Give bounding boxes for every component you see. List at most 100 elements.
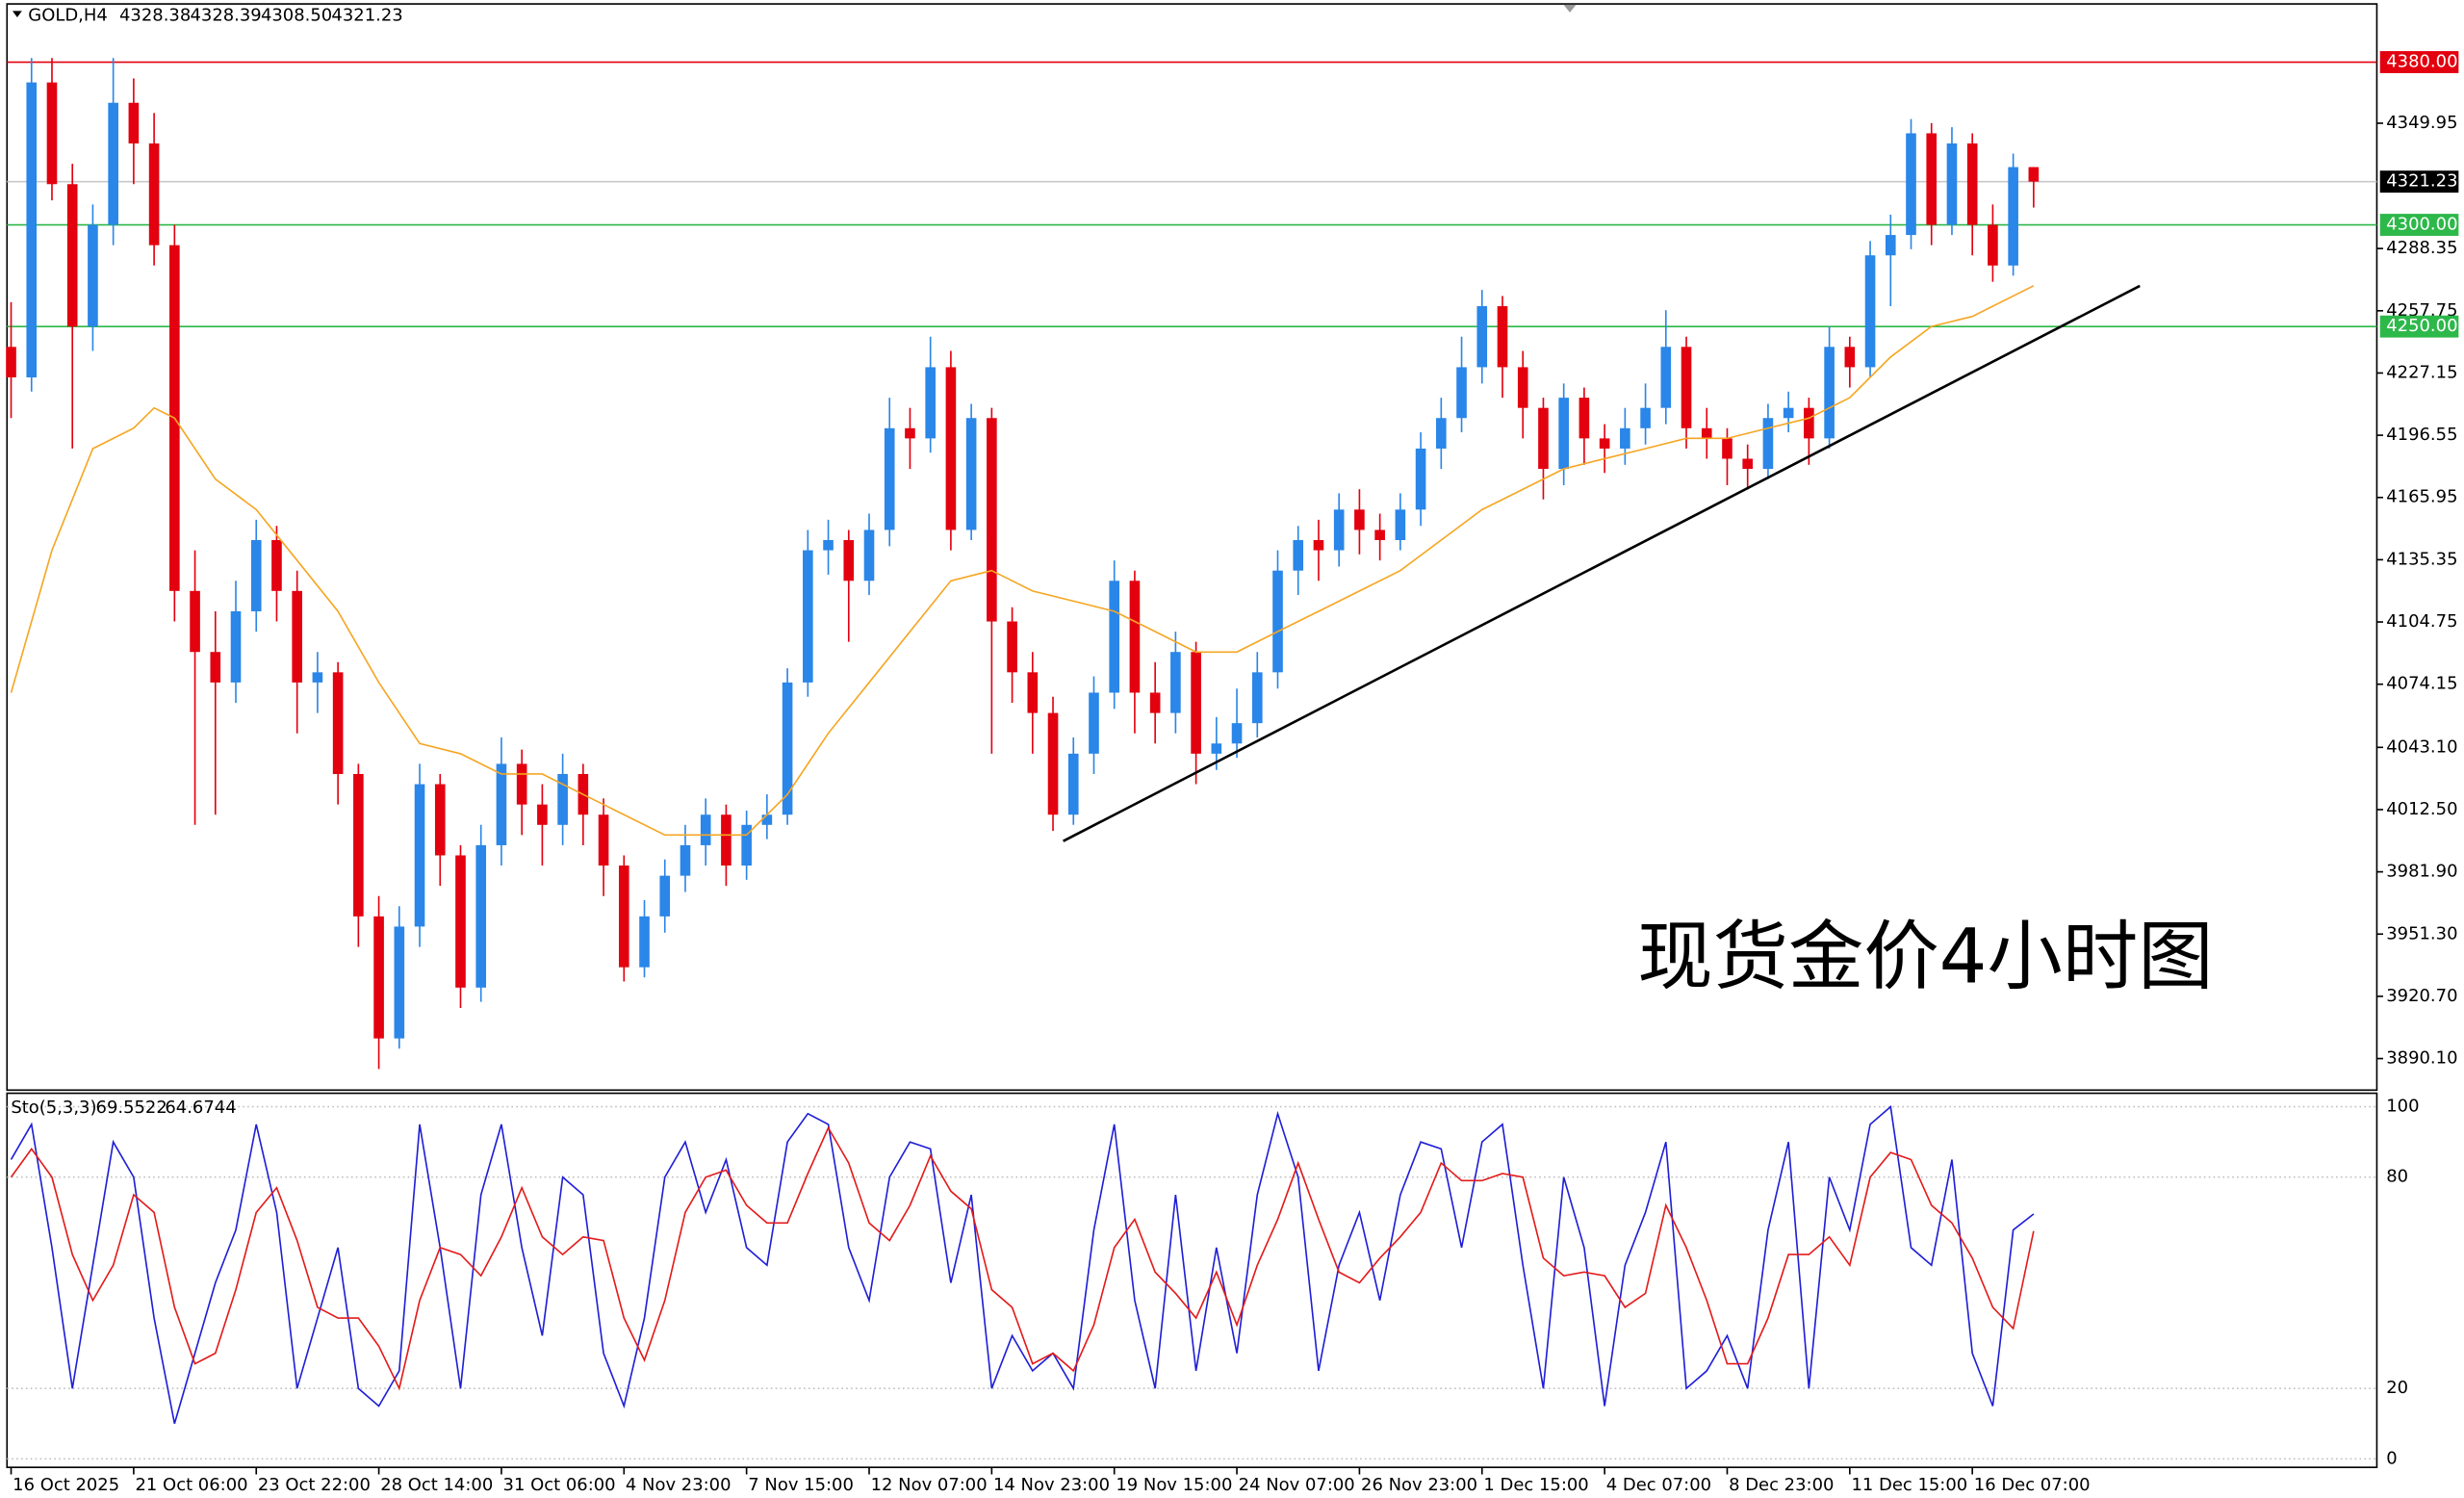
y-tick-label: 4288.35 bbox=[2386, 238, 2457, 258]
x-tick-label: 4 Nov 23:00 bbox=[626, 1475, 732, 1495]
candle-body bbox=[1844, 347, 1856, 368]
candle-body bbox=[1681, 347, 1692, 428]
candle-body bbox=[1988, 224, 1998, 266]
y-tick-label: 4227.15 bbox=[2386, 362, 2457, 382]
x-tick-label: 11 Dec 15:00 bbox=[1851, 1475, 1967, 1495]
candle-body bbox=[1354, 509, 1365, 530]
candle-body bbox=[721, 814, 732, 866]
ohlc-value: 4328.38 bbox=[119, 5, 191, 25]
background bbox=[3, 0, 2461, 1498]
y-tick-label: 3890.10 bbox=[2386, 1048, 2457, 1069]
candle-body bbox=[680, 844, 691, 876]
candle-body bbox=[1129, 581, 1141, 693]
candle-body bbox=[26, 82, 38, 377]
candle-body bbox=[1293, 540, 1304, 571]
candle-body bbox=[1926, 133, 1938, 225]
candle-body bbox=[1701, 427, 1712, 439]
candle-body bbox=[1149, 692, 1161, 713]
y-tick-label: 0 bbox=[2386, 1448, 2397, 1468]
price-level-badge bbox=[2379, 170, 2459, 194]
candle-body bbox=[1517, 367, 1528, 408]
candle-body bbox=[925, 367, 936, 439]
candle-body bbox=[884, 427, 895, 530]
candle-body bbox=[1089, 692, 1099, 754]
candle-body bbox=[1640, 407, 1651, 428]
x-tick-label: 23 Oct 22:00 bbox=[258, 1475, 371, 1495]
candle-body bbox=[1885, 235, 1896, 256]
ohlc-value: 4321.23 bbox=[331, 5, 402, 25]
candle-body bbox=[1620, 427, 1630, 449]
indicator-value: 69.5522 bbox=[96, 1098, 167, 1118]
candle-body bbox=[1946, 143, 1958, 225]
y-tick-label: 4012.50 bbox=[2386, 799, 2457, 819]
candle-body bbox=[1047, 712, 1059, 815]
price-level-badge bbox=[2379, 51, 2459, 73]
candle-body bbox=[905, 427, 915, 439]
x-tick-label: 12 Nov 07:00 bbox=[871, 1475, 988, 1495]
candle-body bbox=[434, 784, 446, 856]
candle-body bbox=[353, 773, 364, 917]
candle-body bbox=[190, 590, 200, 653]
candle-body bbox=[1966, 143, 1978, 225]
symbol-title: GOLD,H4 bbox=[28, 5, 108, 25]
candle-body bbox=[1333, 509, 1345, 551]
x-tick-label: 16 Dec 07:00 bbox=[1974, 1475, 2091, 1495]
price-level-label: 4250.00 bbox=[2386, 316, 2457, 336]
y-tick-label: 4074.15 bbox=[2386, 674, 2457, 694]
x-tick-label: 19 Nov 15:00 bbox=[1116, 1475, 1232, 1495]
y-tick-label: 4104.75 bbox=[2386, 611, 2457, 632]
candle-body bbox=[1558, 398, 1569, 470]
candle-body bbox=[312, 672, 323, 683]
candle-body bbox=[1864, 255, 1876, 368]
ohlc-value: 4308.50 bbox=[261, 5, 332, 25]
candle-body bbox=[598, 814, 609, 866]
candle-body bbox=[1251, 672, 1263, 724]
candle-body bbox=[741, 824, 752, 866]
y-tick-label: 3920.70 bbox=[2386, 986, 2457, 1006]
candle-body bbox=[1231, 723, 1243, 744]
y-tick-label: 80 bbox=[2386, 1167, 2408, 1187]
candle-body bbox=[1804, 407, 1814, 439]
indicator-value: 64.6744 bbox=[165, 1098, 236, 1118]
candle-body bbox=[455, 855, 466, 988]
candle-body bbox=[250, 540, 262, 611]
candle-body bbox=[2008, 167, 2018, 266]
x-tick-label: 16 Oct 2025 bbox=[13, 1475, 119, 1495]
candle-body bbox=[803, 550, 813, 683]
candle-body bbox=[843, 540, 855, 581]
candle-body bbox=[1436, 418, 1447, 449]
y-tick-label: 3951.30 bbox=[2386, 923, 2457, 943]
candle-body bbox=[230, 610, 242, 683]
candle-body bbox=[1456, 367, 1467, 419]
candle-body bbox=[128, 102, 140, 144]
candle-body bbox=[373, 916, 384, 1039]
candle-body bbox=[639, 916, 650, 968]
candle-body bbox=[965, 418, 977, 530]
price-level-label: 4300.00 bbox=[2386, 215, 2457, 235]
candle-body bbox=[66, 184, 78, 327]
x-tick-label: 14 Nov 23:00 bbox=[993, 1475, 1110, 1495]
x-tick-label: 31 Oct 06:00 bbox=[503, 1475, 616, 1495]
y-tick-label: 4257.75 bbox=[2386, 300, 2457, 321]
candle-body bbox=[1109, 581, 1120, 693]
menu-arrow bbox=[12, 11, 22, 17]
candle-body bbox=[1742, 458, 1754, 470]
candle-body bbox=[1191, 652, 1201, 754]
stochastic-panel-frame bbox=[6, 1092, 2378, 1468]
y-tick-label: 20 bbox=[2386, 1378, 2408, 1398]
candle-body bbox=[148, 143, 160, 245]
candle-body bbox=[1415, 448, 1426, 510]
candle-body bbox=[1272, 570, 1283, 673]
candle-body bbox=[332, 672, 344, 774]
candle-body bbox=[210, 652, 221, 683]
candle-body bbox=[1476, 306, 1488, 368]
candle-body bbox=[271, 540, 282, 591]
x-tick-label: 4 Dec 07:00 bbox=[1606, 1475, 1711, 1495]
candle-body bbox=[1170, 652, 1181, 713]
candle-body bbox=[46, 82, 58, 185]
candle-body bbox=[1007, 621, 1017, 673]
candle-body bbox=[1660, 347, 1672, 408]
price-panel-frame bbox=[6, 3, 2378, 1092]
candle-body bbox=[1538, 407, 1549, 470]
candle-body bbox=[618, 865, 629, 968]
